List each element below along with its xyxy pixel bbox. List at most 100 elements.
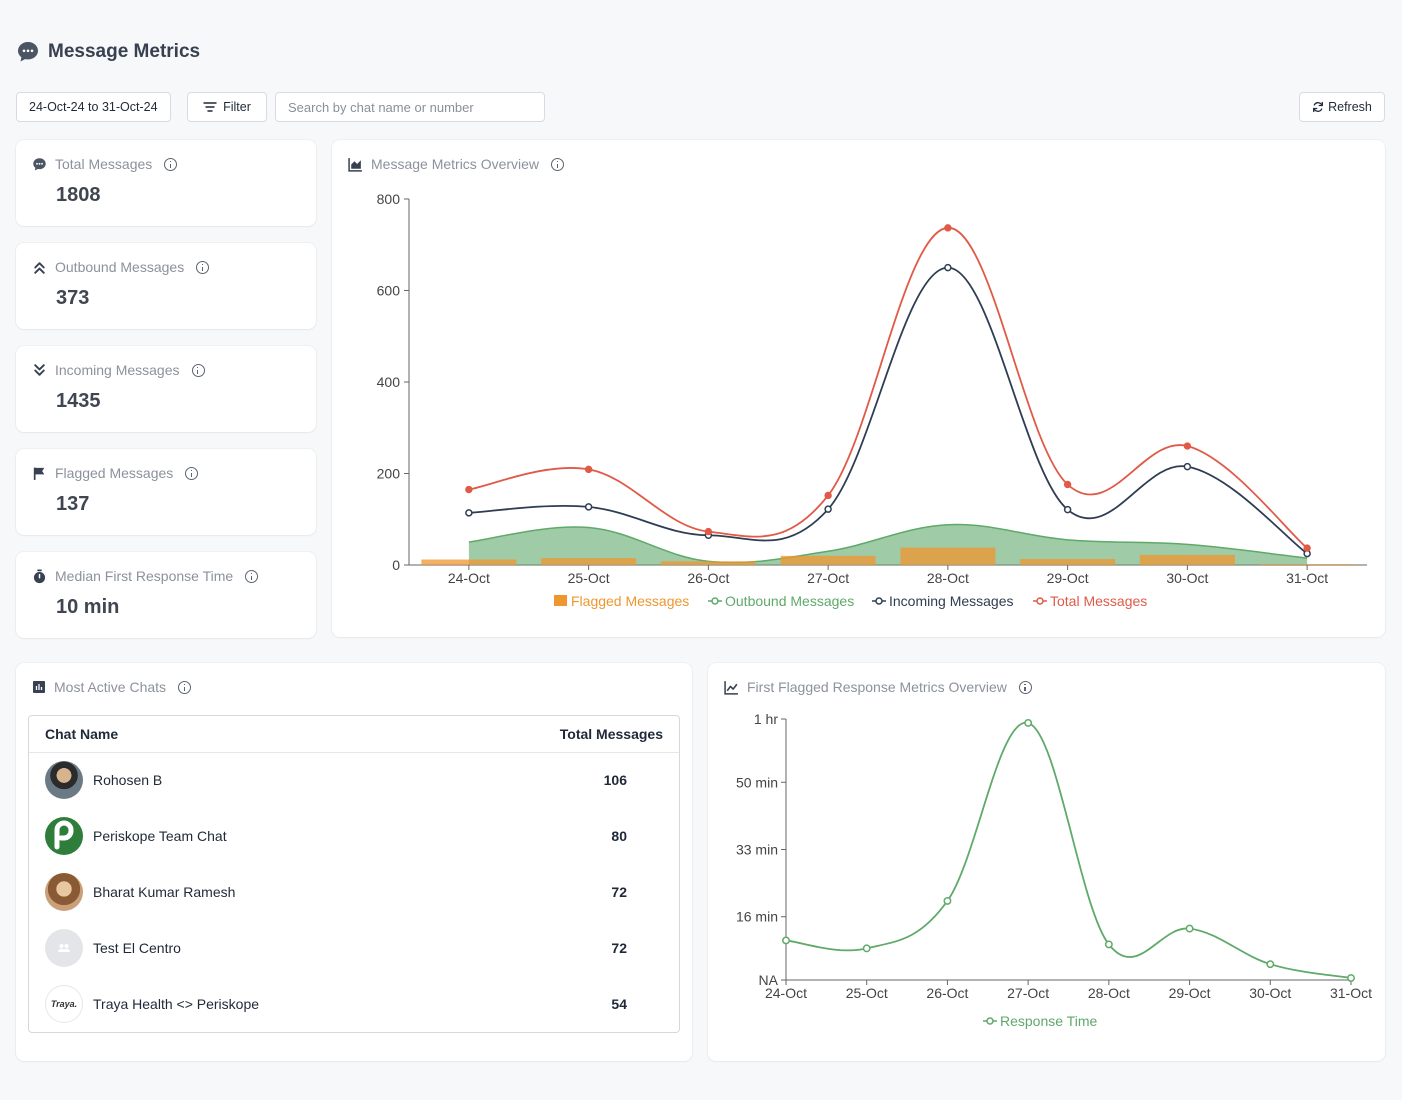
x-tick-label: 28-Oct [1088, 985, 1130, 1001]
legend-marker [711, 597, 719, 605]
incoming-point [824, 505, 832, 513]
x-tick-label: 29-Oct [1047, 570, 1089, 586]
overview-chart: 0 200 400 600 800 24-Oct 25-Oct 26-Oct 27-Oct 28-… [377, 191, 1367, 609]
line-chart-icon [724, 680, 738, 695]
x-tick-label: 26-Oct [926, 985, 968, 1001]
page-header: Message Metrics [16, 40, 200, 64]
legend-marker [1036, 597, 1044, 605]
column-header-total-messages[interactable]: Total Messages [448, 716, 679, 753]
chat-total: 106 [603, 772, 627, 789]
date-range-label: 24-Oct-24 to 31-Oct-24 [29, 100, 158, 114]
table-row[interactable]: Bharat Kumar Ramesh 72 [29, 864, 679, 920]
y-tick-label: 400 [377, 374, 401, 390]
legend-marker [986, 1017, 994, 1025]
info-icon[interactable] [185, 466, 199, 480]
metric-value: 137 [56, 493, 90, 515]
x-tick-label: 25-Oct [846, 985, 888, 1001]
active-chats-table: Chat Name Total Messages Rohosen B 106 [28, 715, 680, 1033]
legend-label: Response Time [1000, 1013, 1097, 1029]
overview-chart-card: Message Metrics Overview 0 200 400 600 800 24… [332, 140, 1385, 637]
avatar [45, 929, 83, 967]
bar-chart-icon [33, 681, 45, 693]
total-point [704, 527, 713, 536]
metric-label: Median First Response Time [55, 568, 234, 584]
y-tick-label: 600 [377, 283, 401, 299]
y-tick-label: NA [759, 972, 779, 988]
metric-label: Outbound Messages [55, 259, 185, 275]
info-icon[interactable] [196, 260, 210, 274]
table-row[interactable]: Rohosen B 106 [29, 752, 679, 808]
table-row[interactable]: Traya. Traya Health <> Periskope 54 [29, 976, 679, 1032]
outbound-line [468, 523, 1308, 564]
table-row[interactable]: Test El Centro 72 [29, 920, 679, 976]
incoming-point [1063, 505, 1072, 514]
chat-total: 54 [611, 996, 627, 1012]
y-tick-label: 200 [377, 466, 401, 482]
avatar [45, 873, 83, 911]
info-icon[interactable] [245, 569, 259, 583]
chat-name: Traya Health <> Periskope [93, 996, 260, 1012]
total-point [584, 465, 593, 474]
filter-button[interactable]: Filter [187, 92, 267, 122]
metric-value: 10 min [56, 596, 120, 618]
chat-total: 72 [611, 884, 627, 900]
overview-title: Message Metrics Overview [371, 156, 540, 172]
x-tick-label: 30-Oct [1166, 570, 1208, 586]
date-range-picker[interactable]: 24-Oct-24 to 31-Oct-24 [16, 92, 171, 122]
metric-label: Flagged Messages [55, 465, 174, 481]
filter-icon [203, 102, 217, 112]
total-point [1063, 480, 1072, 489]
page-title: Message Metrics [48, 41, 201, 62]
total-line [468, 226, 1308, 549]
chat-total: 80 [611, 828, 627, 844]
table-row[interactable]: Periskope Team Chat 80 [29, 808, 679, 864]
response-time-point [1104, 940, 1113, 949]
info-icon[interactable] [164, 157, 178, 171]
x-tick-label: 24-Oct [765, 985, 807, 1001]
avatar: Traya. [45, 985, 83, 1023]
x-tick-label: 25-Oct [568, 570, 610, 586]
info-icon[interactable] [178, 680, 192, 694]
x-tick-label: 27-Oct [1007, 985, 1049, 1001]
legend-label: Total Messages [1050, 593, 1147, 609]
info-icon[interactable] [1018, 680, 1032, 694]
area-chart-icon [348, 157, 362, 172]
flagged-bar [541, 558, 637, 565]
flagged-bar [900, 547, 996, 565]
response-time-point [782, 936, 790, 945]
refresh-button[interactable]: Refresh [1299, 92, 1385, 122]
response-time-point [1024, 719, 1033, 727]
active-chats-title: Most Active Chats [54, 679, 167, 695]
total-point [1183, 442, 1192, 450]
total-point [944, 224, 952, 232]
column-header-chat-name[interactable]: Chat Name [29, 716, 449, 753]
response-time-point [1347, 974, 1355, 982]
incoming-point [465, 509, 473, 517]
legend-marker [875, 597, 883, 605]
y-tick-label: 16 min [736, 909, 778, 925]
outbound-area [468, 524, 1308, 565]
metric-card-flagged: Flagged Messages 137 [16, 449, 316, 535]
legend-label: Incoming Messages [889, 593, 1014, 609]
chat-icon [18, 42, 38, 62]
incoming-line [468, 266, 1308, 555]
response-time-point [1185, 924, 1194, 933]
y-tick-label: 1 hr [754, 711, 778, 727]
chat-name: Periskope Team Chat [93, 828, 227, 844]
chat-name: Bharat Kumar Ramesh [93, 884, 236, 900]
x-tick-label: 31-Oct [1330, 985, 1372, 1001]
metric-card-outbound: Outbound Messages 373 [16, 243, 316, 329]
chat-name: Test El Centro [93, 940, 181, 956]
chat-icon [33, 157, 46, 170]
x-tick-label: 31-Oct [1286, 570, 1328, 586]
legend-swatch [554, 595, 567, 606]
info-icon[interactable] [191, 363, 205, 377]
incoming-point [584, 503, 593, 511]
metric-label: Incoming Messages [55, 362, 180, 378]
y-tick-label: 33 min [736, 842, 778, 858]
table-header-row: Chat Name Total Messages [29, 716, 679, 753]
metric-label: Total Messages [55, 156, 153, 172]
response-time-point [862, 944, 871, 953]
search-input[interactable] [275, 92, 545, 122]
info-icon[interactable] [551, 157, 565, 171]
